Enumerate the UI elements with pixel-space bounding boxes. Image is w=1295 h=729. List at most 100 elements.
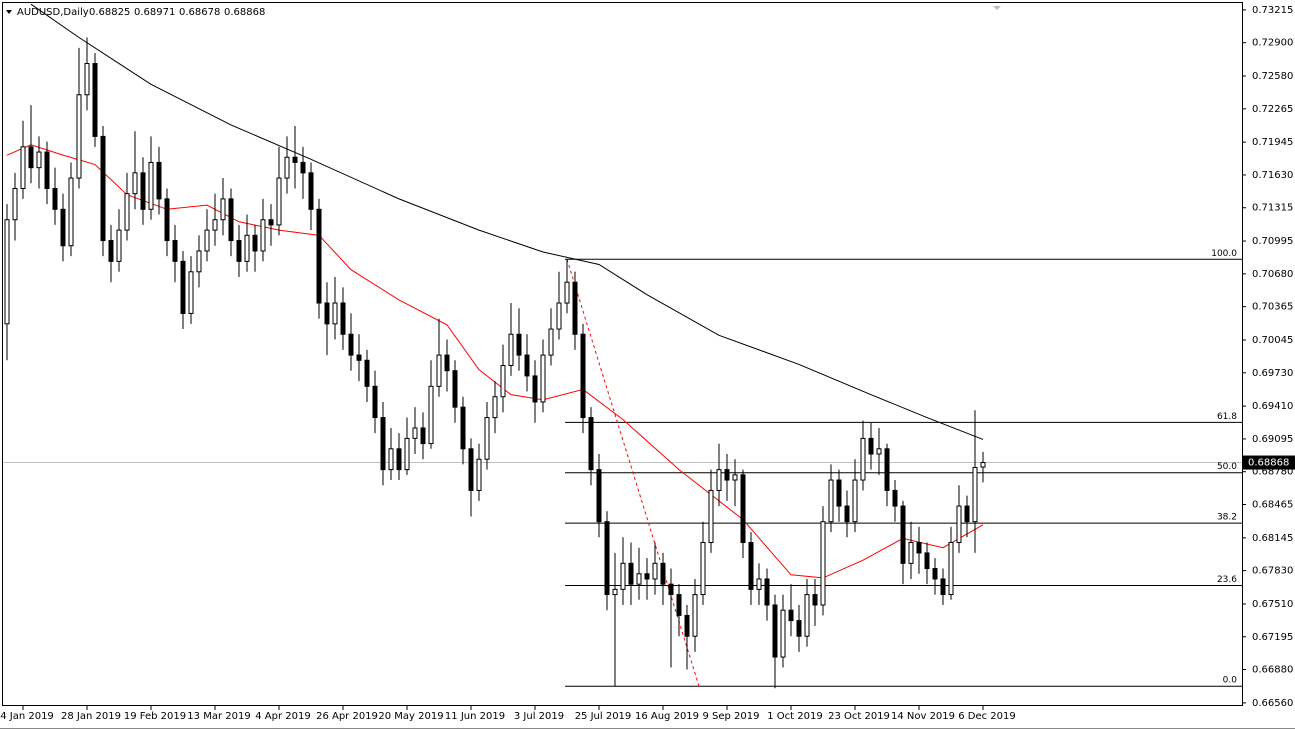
candle-body (940, 578, 946, 596)
candle-body (572, 281, 578, 335)
y-tick-label: 0.66560 (1252, 698, 1293, 709)
y-tick-label: 0.73215 (1252, 5, 1293, 16)
candle-body (124, 193, 130, 231)
candle-body (108, 240, 114, 262)
candle-body (828, 479, 834, 523)
candle-body (732, 474, 738, 481)
candle-body (668, 583, 674, 596)
candle-body (172, 240, 178, 262)
x-tick-label: 1 Oct 2019 (767, 711, 822, 722)
plot-frame (2, 2, 1243, 706)
candle-body (116, 229, 122, 262)
candle-body (164, 198, 170, 242)
x-tick-label: 4 Apr 2019 (255, 711, 310, 722)
candle-body (428, 385, 434, 445)
candle-body (796, 620, 802, 637)
candle-body (740, 474, 746, 544)
candle-body (932, 568, 938, 580)
candle-body (140, 172, 146, 210)
candle-body (212, 219, 218, 231)
candle-body (228, 198, 234, 242)
candle-body (76, 94, 82, 179)
candle-body (244, 234, 250, 262)
candle-body (636, 573, 642, 585)
fib-label: 100.0 (1211, 249, 1237, 259)
candle-body (500, 364, 506, 398)
candle-body (148, 161, 154, 210)
x-tick-label: 20 May 2019 (378, 711, 443, 722)
candle-body (324, 302, 330, 325)
candle-body (692, 594, 698, 637)
x-tick-label: 13 Mar 2019 (187, 711, 250, 722)
candle-body (44, 151, 50, 189)
candle-body (60, 208, 66, 247)
candle-body (900, 505, 906, 564)
candle-body (28, 146, 34, 169)
candle-body (236, 240, 242, 262)
candle-body (364, 359, 370, 387)
candle-body (980, 462, 986, 468)
candle-body (844, 505, 850, 523)
x-tick-label: 28 Jan 2019 (61, 711, 121, 722)
candle-body (812, 594, 818, 606)
x-tick-label: 23 Oct 2019 (828, 711, 890, 722)
candle-body (868, 437, 874, 455)
candle-body (652, 562, 658, 580)
y-tick-label: 0.67195 (1252, 632, 1293, 643)
candle-body (476, 458, 482, 491)
candle-body (276, 177, 282, 226)
x-tick-label: 3 Jul 2019 (514, 711, 564, 722)
candle-body (92, 63, 98, 137)
candle-body (132, 172, 138, 195)
candle-body (180, 260, 186, 314)
candle-body (756, 578, 762, 590)
candle-body (580, 333, 586, 419)
x-tick-label: 16 Aug 2019 (635, 711, 699, 722)
price-box (1242, 455, 1295, 470)
candle-body (84, 63, 90, 96)
candle-body (748, 542, 754, 590)
candle-body (700, 542, 706, 596)
symbol: AUDUSD,Daily (17, 7, 89, 18)
candle-body (52, 187, 58, 210)
candle-body (620, 562, 626, 590)
header-open: 0.68825 (89, 7, 130, 18)
y-tick-label: 0.72580 (1252, 71, 1293, 82)
candle-body (68, 177, 74, 247)
candle-body (380, 417, 386, 471)
candle-body (220, 198, 226, 221)
candle-body (852, 479, 858, 523)
y-tick-label: 0.71945 (1252, 137, 1293, 148)
moving-average (30, 3, 984, 440)
x-tick-label: 6 Dec 2019 (958, 711, 1016, 722)
x-tick-label: 14 Nov 2019 (891, 711, 955, 722)
candle-body (924, 552, 930, 570)
fib-label: 50.0 (1217, 462, 1237, 472)
candle-body (564, 281, 570, 304)
candle-body (340, 302, 346, 335)
y-tick-label: 0.67510 (1252, 599, 1293, 610)
candle-body (876, 448, 882, 455)
y-tick-label: 0.68465 (1252, 500, 1293, 511)
candle-body (612, 588, 618, 596)
candle-body (956, 505, 962, 544)
candle-body (100, 135, 106, 242)
header-close: 0.68868 (224, 7, 265, 18)
candle-body (676, 594, 682, 616)
candle-body (372, 385, 378, 419)
candle-body (412, 427, 418, 439)
y-tick-label: 0.72900 (1252, 38, 1293, 49)
candle-body (724, 469, 730, 481)
candle-body (916, 542, 922, 554)
candle-body (36, 151, 42, 169)
candle-body (780, 609, 786, 658)
x-tick-label: 19 Feb 2019 (124, 711, 186, 722)
header-low: 0.68678 (179, 7, 220, 18)
fib-label: 23.6 (1217, 575, 1237, 585)
candle-body (644, 573, 650, 580)
candle-body (892, 489, 898, 507)
y-tick-label: 0.71630 (1252, 170, 1293, 181)
candle-body (516, 333, 522, 356)
y-tick-label: 0.70365 (1252, 302, 1293, 313)
